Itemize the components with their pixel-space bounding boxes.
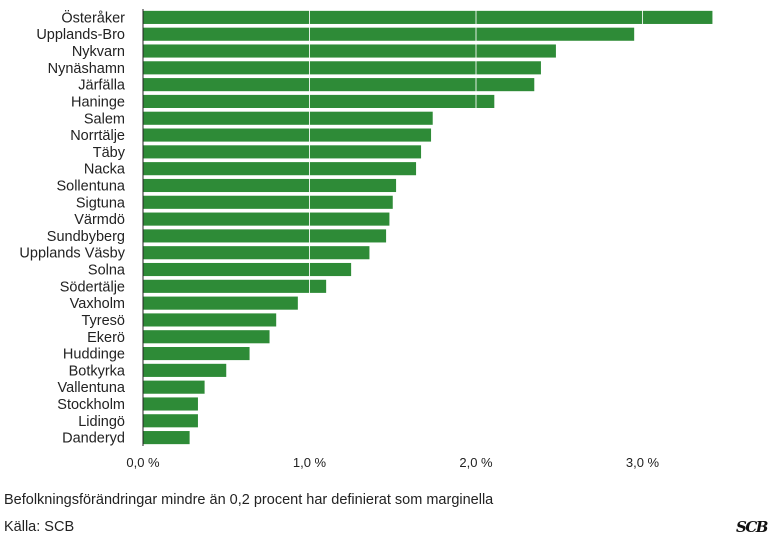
bar-norrtälje	[143, 128, 432, 142]
bar-lidingö	[143, 414, 198, 428]
category-label: Nynäshamn	[48, 61, 125, 77]
bar-chart: ÖsteråkerUpplands-BroNykvarnNynäshamnJär…	[19, 8, 713, 470]
category-label: Haninge	[71, 94, 125, 110]
category-labels-group: ÖsteråkerUpplands-BroNykvarnNynäshamnJär…	[19, 8, 126, 446]
bar-nynäshamn	[143, 61, 541, 75]
x-tick-label: 0,0 %	[126, 455, 160, 470]
category-label: Botkyrka	[69, 363, 126, 379]
category-label: Salem	[84, 111, 125, 127]
scb-logo: SCB	[736, 518, 768, 536]
bar-ekerö	[143, 330, 270, 344]
bar-nacka	[143, 162, 417, 176]
category-label: Södertälje	[60, 279, 125, 295]
bar-danderyd	[143, 431, 190, 445]
bar-nykvarn	[143, 44, 556, 58]
bar-sigtuna	[143, 195, 393, 209]
category-label: Järfälla	[78, 78, 126, 94]
bar-värmdö	[143, 212, 390, 226]
category-label: Huddinge	[63, 347, 125, 363]
category-label: Solna	[88, 263, 126, 279]
bar-vallentuna	[143, 380, 205, 394]
category-label: Lidingö	[78, 414, 125, 430]
bar-järfälla	[143, 78, 535, 92]
bars-group	[143, 10, 713, 445]
bar-täby	[143, 145, 422, 159]
category-label: Norrtälje	[70, 128, 125, 144]
bar-sundbyberg	[143, 229, 387, 243]
gridlines-group	[309, 9, 643, 446]
category-label: Täby	[93, 145, 126, 161]
category-label: Stockholm	[57, 397, 125, 413]
x-tick-labels-group: 0,0 % 1,0 % 2,0 % 3,0 %	[126, 455, 659, 470]
category-label: Vaxholm	[70, 296, 125, 312]
bar-salem	[143, 111, 433, 125]
category-label: Österåker	[61, 8, 125, 26]
bar-sollentuna	[143, 178, 397, 193]
footnote: Befolkningsförändringar mindre än 0,2 pr…	[4, 492, 494, 508]
bar-haninge	[143, 94, 495, 108]
category-label: Värmdö	[74, 212, 125, 228]
category-label: Sundbyberg	[47, 229, 125, 245]
bar-stockholm	[143, 397, 198, 411]
x-tick-label: 2,0 %	[459, 455, 493, 470]
category-label: Sollentuna	[56, 178, 125, 194]
category-label: Danderyd	[62, 431, 125, 447]
category-label: Vallentuna	[58, 380, 126, 396]
category-label: Sigtuna	[76, 195, 126, 211]
category-label: Upplands Väsby	[19, 246, 125, 262]
bar-södertälje	[143, 279, 327, 293]
source-label: Källa: SCB	[4, 519, 75, 535]
category-label: Ekerö	[87, 330, 125, 346]
x-tick-label: 1,0 %	[293, 455, 327, 470]
category-label: Tyresö	[81, 313, 125, 329]
bar-österåker	[143, 10, 713, 24]
category-label: Upplands-Bro	[36, 27, 125, 43]
bar-vaxholm	[143, 296, 298, 310]
bar-upplands-bro	[143, 27, 635, 41]
bar-solna	[143, 262, 352, 277]
bar-botkyrka	[143, 363, 227, 377]
bar-tyresö	[143, 313, 277, 327]
bar-huddinge	[143, 347, 250, 361]
category-label: Nykvarn	[72, 44, 125, 60]
category-label: Nacka	[84, 162, 126, 178]
x-tick-label: 3,0 %	[626, 455, 660, 470]
bar-upplands-väsby	[143, 246, 370, 260]
